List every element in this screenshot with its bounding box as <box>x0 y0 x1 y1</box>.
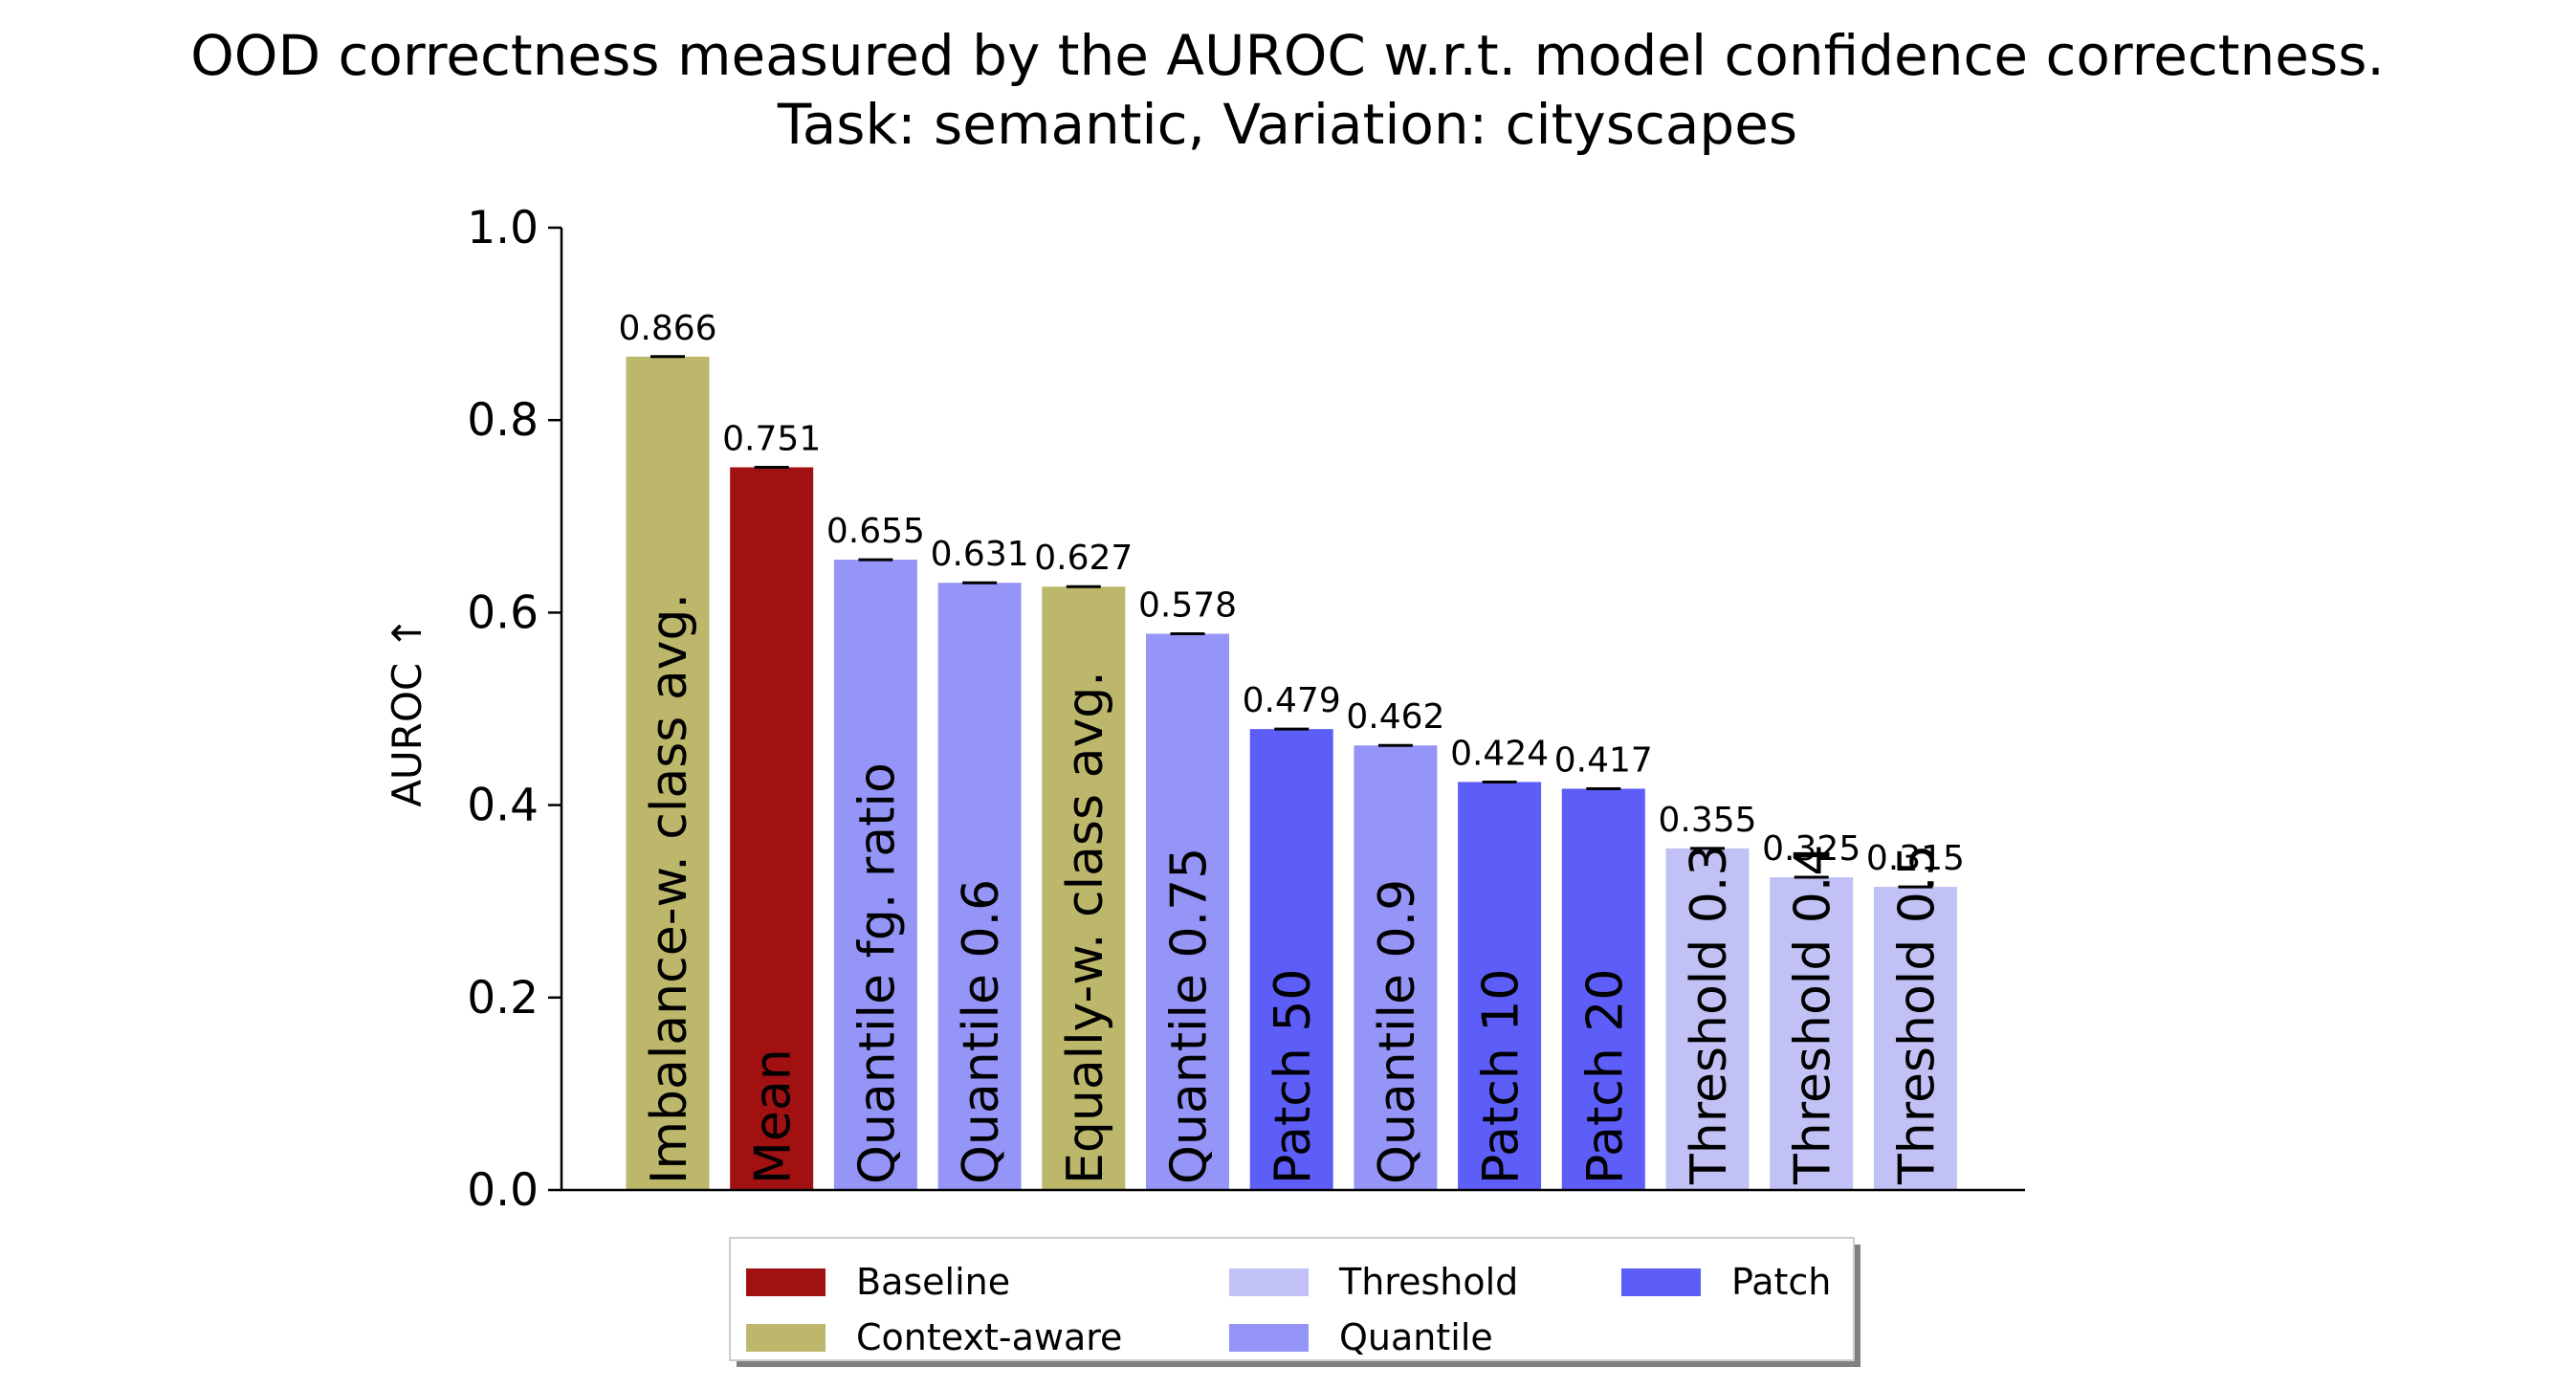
bar-category-label: Patch 20 <box>1576 968 1634 1184</box>
bar <box>1665 848 1750 1190</box>
bar-labels-group: Imbalance-w. class avg. Mean Quantile fg. … <box>641 593 1946 1185</box>
bar-value-label: 0.462 <box>1346 697 1444 737</box>
y-tick-label: 0.8 <box>467 394 539 447</box>
bar <box>730 467 814 1190</box>
legend-label: Quantile <box>1339 1316 1493 1358</box>
bar-category-label: Quantile 0.9 <box>1369 879 1426 1184</box>
y-tick-label: 0.4 <box>467 780 539 832</box>
legend-swatch <box>746 1324 826 1352</box>
bar-value-label: 0.417 <box>1554 740 1653 780</box>
legend-label: Baseline <box>856 1261 1010 1303</box>
bar <box>1873 887 1957 1190</box>
bar <box>1146 633 1229 1190</box>
y-axis-label: AUROC ↑ <box>384 616 430 807</box>
bar-value-label: 0.866 <box>618 309 716 348</box>
bars-group <box>626 355 1957 1191</box>
bar-value-label: 0.325 <box>1762 829 1860 869</box>
legend: Baseline Context-aware Threshold Quantile Pa… <box>729 1237 1860 1367</box>
legend-label: Threshold <box>1338 1261 1518 1303</box>
bar-category-label: Quantile fg. ratio <box>848 762 906 1184</box>
bar <box>1458 782 1542 1190</box>
bar <box>937 583 1022 1190</box>
bar-category-label: Quantile 0.75 <box>1161 848 1219 1184</box>
y-tick-label: 0.0 <box>467 1164 539 1217</box>
y-tick-label: 0.6 <box>467 586 539 639</box>
legend-label: Patch <box>1731 1261 1831 1303</box>
y-tick-label: 1.0 <box>467 202 539 254</box>
bar-value-label: 0.424 <box>1450 734 1549 773</box>
bar-category-label: Imbalance-w. class avg. <box>641 593 698 1184</box>
bar-value-label: 0.631 <box>931 535 1029 574</box>
bar-value-label: 0.655 <box>826 512 925 551</box>
bar <box>1249 729 1333 1190</box>
bar-category-label: Quantile 0.6 <box>953 879 1010 1184</box>
bar <box>1042 586 1126 1190</box>
bar <box>1354 745 1438 1190</box>
y-tick-label: 0.2 <box>467 972 539 1025</box>
bar-value-label: 0.355 <box>1658 801 1756 840</box>
bar-value-label: 0.751 <box>722 419 821 458</box>
bar-value-label: 0.315 <box>1866 839 1965 878</box>
bar-value-label: 0.578 <box>1138 586 1237 626</box>
bar-category-label: Mean <box>745 1048 803 1184</box>
bar-category-label: Patch 50 <box>1265 968 1322 1184</box>
chart-subtitle: Task: semantic, Variation: cityscapes <box>777 92 1797 157</box>
legend-swatch <box>1229 1324 1309 1352</box>
bar <box>626 356 710 1191</box>
bar <box>1770 877 1854 1190</box>
bar-category-label: Threshold 0.5 <box>1888 845 1946 1186</box>
bar-category-label: Patch 10 <box>1473 968 1530 1184</box>
bar-category-label: Equally-w. class avg. <box>1057 671 1114 1184</box>
bar-value-label: 0.479 <box>1243 681 1341 720</box>
bar <box>833 560 917 1190</box>
bar <box>1561 788 1645 1190</box>
bar-category-label: Threshold 0.4 <box>1785 845 1842 1186</box>
y-axis-ticks: 0.0 0.2 0.4 0.6 0.8 1.0 <box>467 202 561 1217</box>
legend-label: Context-aware <box>856 1316 1122 1358</box>
bar-value-label: 0.627 <box>1034 539 1133 578</box>
legend-swatch <box>746 1268 826 1296</box>
legend-swatch <box>1229 1268 1309 1296</box>
legend-swatch <box>1621 1268 1701 1296</box>
chart-title: OOD correctness measured by the AUROC w.… <box>190 23 2385 88</box>
bar-category-label: Threshold 0.3 <box>1681 845 1738 1186</box>
